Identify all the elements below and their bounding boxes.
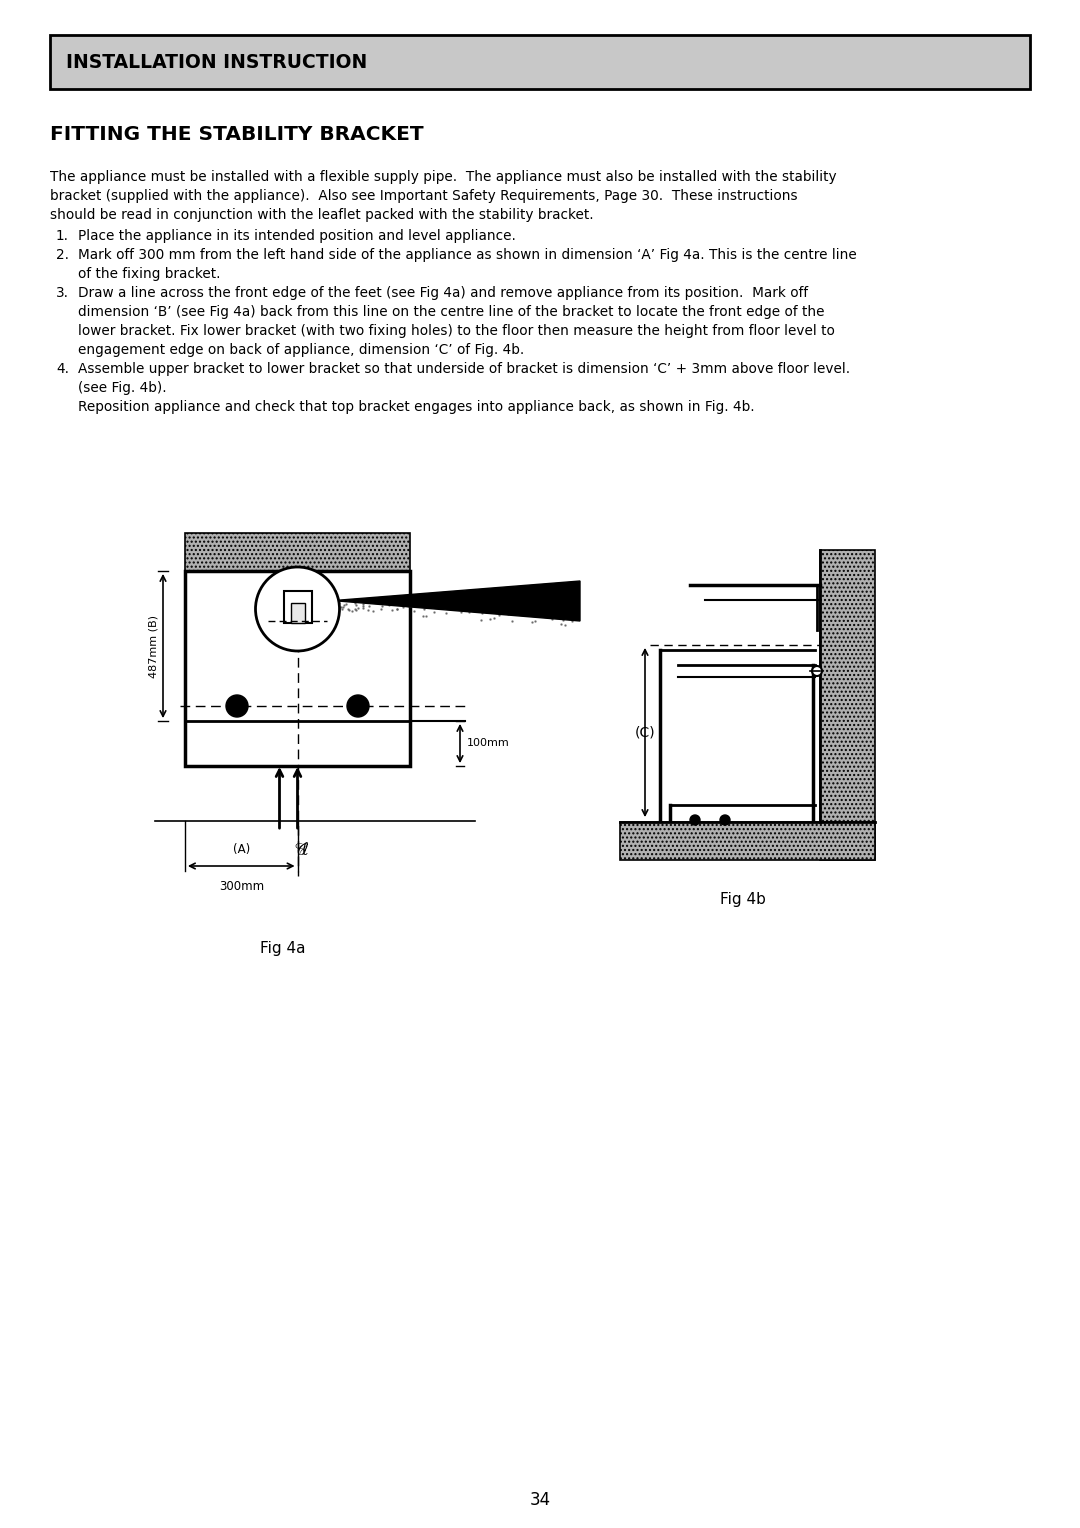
Text: Fig 4a: Fig 4a [260,941,306,957]
Text: dimension ‘B’ (see Fig 4a) back from this line on the centre line of the bracket: dimension ‘B’ (see Fig 4a) back from thi… [78,306,824,319]
Text: 100mm: 100mm [467,738,510,749]
Text: (C): (C) [635,726,656,740]
Bar [185,571,410,766]
Circle shape [256,567,339,651]
Bar [291,604,305,623]
Circle shape [720,814,730,825]
Circle shape [690,814,700,825]
Text: Draw a line across the front edge of the feet (see Fig 4a) and remove appliance : Draw a line across the front edge of the… [78,286,808,299]
Text: 34: 34 [529,1491,551,1510]
Text: Fig 4b: Fig 4b [719,892,766,908]
Text: of the fixing bracket.: of the fixing bracket. [78,267,220,281]
Text: 3.: 3. [56,286,69,299]
Bar [620,822,875,860]
Text: bracket (supplied with the appliance).  Also see Important Safety Requirements, : bracket (supplied with the appliance). A… [50,189,798,203]
Text: Assemble upper bracket to lower bracket so that underside of bracket is dimensio: Assemble upper bracket to lower bracket … [78,362,850,376]
Text: INSTALLATION INSTRUCTION: INSTALLATION INSTRUCTION [66,53,367,72]
Text: $\mathscr{C}\!\!\ell$: $\mathscr{C}\!\!\ell$ [294,840,309,859]
Bar [50,35,1030,89]
Bar [185,533,410,571]
Text: Place the appliance in its intended position and level appliance.: Place the appliance in its intended posi… [78,229,516,243]
Text: The appliance must be installed with a flexible supply pipe.  The appliance must: The appliance must be installed with a f… [50,170,837,183]
Text: (see Fig. 4b).: (see Fig. 4b). [78,380,166,396]
Circle shape [347,695,369,717]
Polygon shape [334,581,580,620]
Text: Reposition appliance and check that top bracket engages into appliance back, as : Reposition appliance and check that top … [78,400,755,414]
Circle shape [226,695,248,717]
Text: should be read in conjunction with the leaflet packed with the stability bracket: should be read in conjunction with the l… [50,208,594,222]
Bar [820,550,875,860]
Text: FITTING THE STABILITY BRACKET: FITTING THE STABILITY BRACKET [50,125,423,144]
Text: 2.: 2. [56,248,69,261]
Text: 487mm (B): 487mm (B) [149,614,159,677]
Text: engagement edge on back of appliance, dimension ‘C’ of Fig. 4b.: engagement edge on back of appliance, di… [78,342,524,358]
Text: Mark off 300 mm from the left hand side of the appliance as shown in dimension ‘: Mark off 300 mm from the left hand side … [78,248,856,261]
Text: lower bracket. Fix lower bracket (with two fixing holes) to the floor then measu: lower bracket. Fix lower bracket (with t… [78,324,835,338]
Circle shape [812,666,822,675]
Text: (A): (A) [232,843,249,856]
Text: 300mm: 300mm [218,880,264,892]
Bar [283,591,311,623]
Text: 4.: 4. [56,362,69,376]
Text: 1.: 1. [56,229,69,243]
